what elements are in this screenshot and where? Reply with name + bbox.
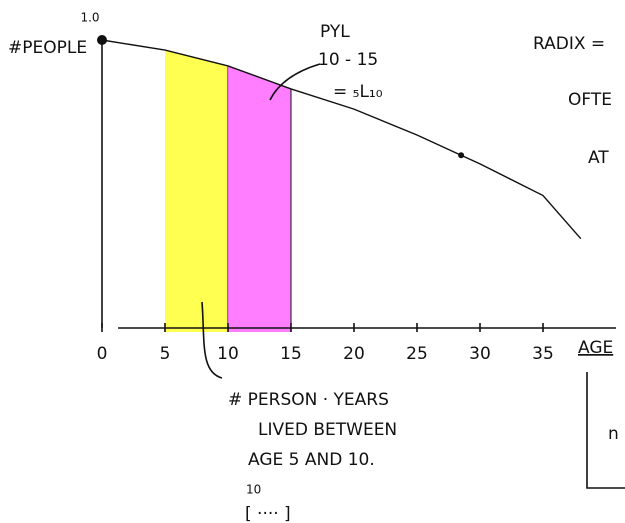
chart: PYL 10 - 15 = ₅L₁₀ RADIX = OFTE AT # PER…: [0, 0, 625, 523]
annotation: 10 - 15: [318, 50, 378, 70]
x-tick-label: 20: [343, 344, 365, 364]
point: [458, 152, 464, 158]
band: [228, 66, 291, 332]
point: [97, 35, 107, 45]
x-tick-label: 10: [217, 344, 239, 364]
x-tick-label: 0: [97, 344, 108, 364]
band: [165, 50, 228, 332]
annotation: AT: [588, 148, 609, 168]
y-axis-label: #PEOPLE: [8, 38, 87, 58]
annotation: AGE 5 AND 10.: [248, 450, 375, 470]
x-tick-label: 30: [469, 344, 491, 364]
annotation: n: [608, 424, 619, 444]
annotation: = ₅L₁₀: [333, 82, 383, 102]
x-tick-label: 35: [532, 344, 554, 364]
x-tick-label: 15: [280, 344, 302, 364]
x-axis-label: AGE: [578, 338, 613, 358]
annotation: LIVED BETWEEN: [258, 420, 397, 440]
annotation: # PERSON · YEARS: [228, 390, 389, 410]
y-tick-label: 1.0: [80, 11, 99, 25]
bracket: [ ···· ]: [245, 504, 291, 523]
annotation: PYL: [320, 22, 350, 42]
bands: [165, 50, 291, 332]
x-tick-label: 5: [160, 344, 171, 364]
x-tick-label: 25: [406, 344, 428, 364]
annotation: OFTE: [568, 90, 612, 110]
annotation: RADIX =: [533, 34, 605, 54]
box: [587, 372, 625, 488]
annotation: 10: [246, 483, 261, 497]
